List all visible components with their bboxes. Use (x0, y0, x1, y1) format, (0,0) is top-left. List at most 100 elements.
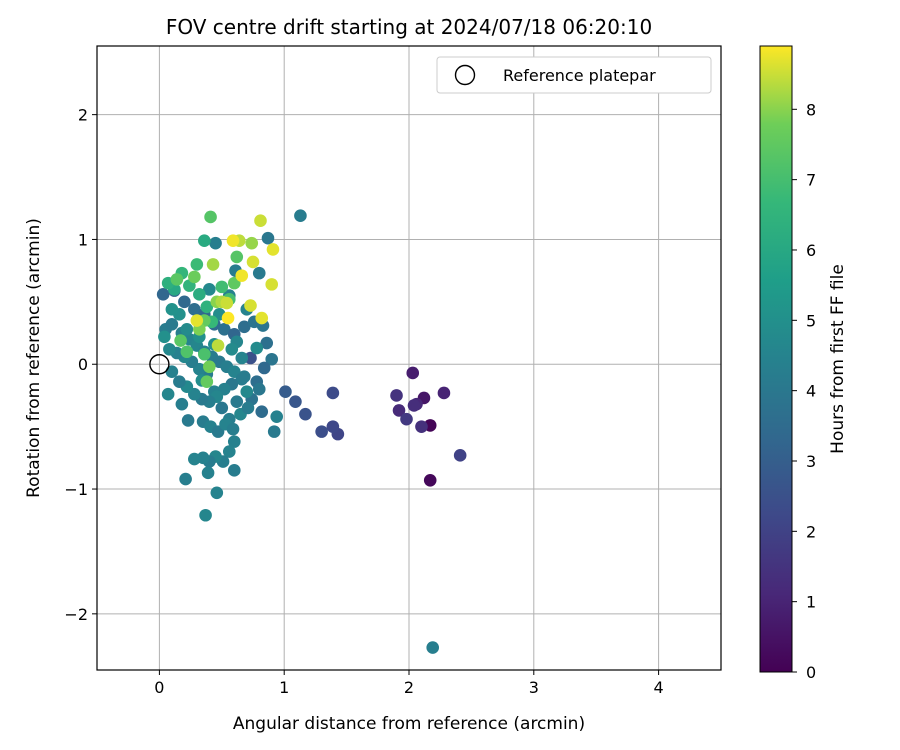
colorbar-tick-label: 8 (806, 100, 816, 119)
data-point (270, 410, 284, 423)
data-point (244, 351, 257, 365)
data-point (415, 420, 428, 433)
y-axis-label: Rotation from reference (arcmin) (24, 218, 44, 498)
y-tick-label: 0 (78, 355, 88, 374)
data-point (193, 288, 206, 301)
data-point (165, 365, 179, 379)
data-point (217, 322, 231, 336)
data-point (437, 386, 451, 400)
reference-platepar-marker (149, 354, 170, 375)
colorbar-tick-label: 0 (806, 663, 816, 682)
colorbar-tick-label: 6 (806, 241, 816, 260)
data-point (265, 278, 279, 291)
x-axis-label: Angular distance from reference (arcmin) (233, 714, 585, 734)
data-point (215, 280, 229, 294)
data-point (165, 318, 179, 331)
data-point (221, 311, 235, 325)
x-tick-label: 3 (529, 678, 539, 697)
y-tick-label: −1 (64, 480, 88, 499)
data-point (241, 401, 255, 415)
data-point (180, 322, 194, 336)
legend: Reference platepar (436, 56, 712, 94)
legend-label: Reference platepar (503, 66, 656, 85)
data-point (266, 243, 280, 256)
y-axis-ticks: −2 −1 0 1 2 (64, 106, 97, 624)
y-tick-label: 2 (78, 106, 88, 125)
data-point (265, 352, 279, 366)
data-point (173, 375, 186, 389)
data-point (267, 425, 281, 438)
data-point (220, 296, 234, 310)
data-point (203, 283, 216, 296)
data-point (200, 375, 214, 389)
data-point (161, 387, 175, 401)
data-point (423, 474, 437, 487)
colorbar-tick-label: 3 (806, 452, 816, 471)
data-point (188, 452, 201, 466)
data-point (175, 397, 189, 411)
data-point (204, 210, 217, 224)
colorbar-tick-label: 7 (806, 171, 816, 190)
chart-title: FOV centre drift starting at 2024/07/18 … (166, 15, 652, 39)
colorbar-ticks: 0 1 2 3 4 5 6 7 8 (792, 100, 816, 682)
data-point (255, 405, 269, 418)
colorbar-tick-label: 1 (806, 593, 816, 612)
data-point (257, 361, 271, 375)
data-point (203, 360, 216, 374)
y-tick-label: −2 (64, 605, 88, 624)
data-point (252, 266, 266, 280)
data-point (188, 270, 201, 284)
data-point (178, 295, 191, 309)
data-point (315, 425, 328, 438)
data-point (260, 336, 274, 350)
data-point (227, 464, 241, 477)
grid-lines (97, 46, 721, 670)
data-point (261, 231, 275, 245)
data-point (158, 330, 171, 344)
data-point (210, 486, 224, 500)
data-point (255, 311, 269, 325)
data-point (215, 401, 229, 415)
data-point (230, 395, 244, 408)
x-tick-label: 2 (404, 678, 414, 697)
data-point (206, 258, 220, 271)
colorbar-label: Hours from first FF file (828, 264, 848, 454)
data-points (156, 209, 467, 654)
data-point (400, 412, 413, 426)
data-point (235, 351, 249, 365)
data-point (246, 255, 260, 269)
data-point (174, 334, 187, 347)
data-point (240, 385, 254, 398)
data-point (190, 258, 204, 271)
data-point (326, 420, 340, 433)
data-point (170, 273, 184, 286)
data-point (279, 385, 292, 398)
data-point (406, 366, 420, 380)
data-point (426, 641, 440, 654)
x-tick-label: 0 (154, 678, 164, 697)
data-point (227, 435, 241, 448)
data-point (198, 347, 211, 361)
data-point (252, 382, 266, 396)
data-point (188, 303, 201, 316)
legend-marker-icon (454, 64, 476, 86)
x-tick-label: 4 (654, 678, 664, 697)
data-point (237, 320, 251, 334)
data-point (165, 303, 179, 316)
data-point (245, 236, 259, 250)
data-point (181, 414, 195, 427)
data-point (226, 422, 240, 436)
data-point (326, 386, 340, 400)
data-point (190, 314, 204, 327)
data-point (407, 399, 421, 412)
data-point (254, 214, 267, 228)
colorbar: 0 1 2 3 4 5 6 7 8 Hours from first FF file (759, 45, 848, 682)
data-point (199, 508, 212, 522)
data-point (230, 250, 244, 264)
data-point (180, 345, 194, 359)
data-point (156, 288, 170, 301)
data-point (453, 449, 467, 462)
data-point (235, 269, 249, 282)
data-point (179, 472, 192, 486)
